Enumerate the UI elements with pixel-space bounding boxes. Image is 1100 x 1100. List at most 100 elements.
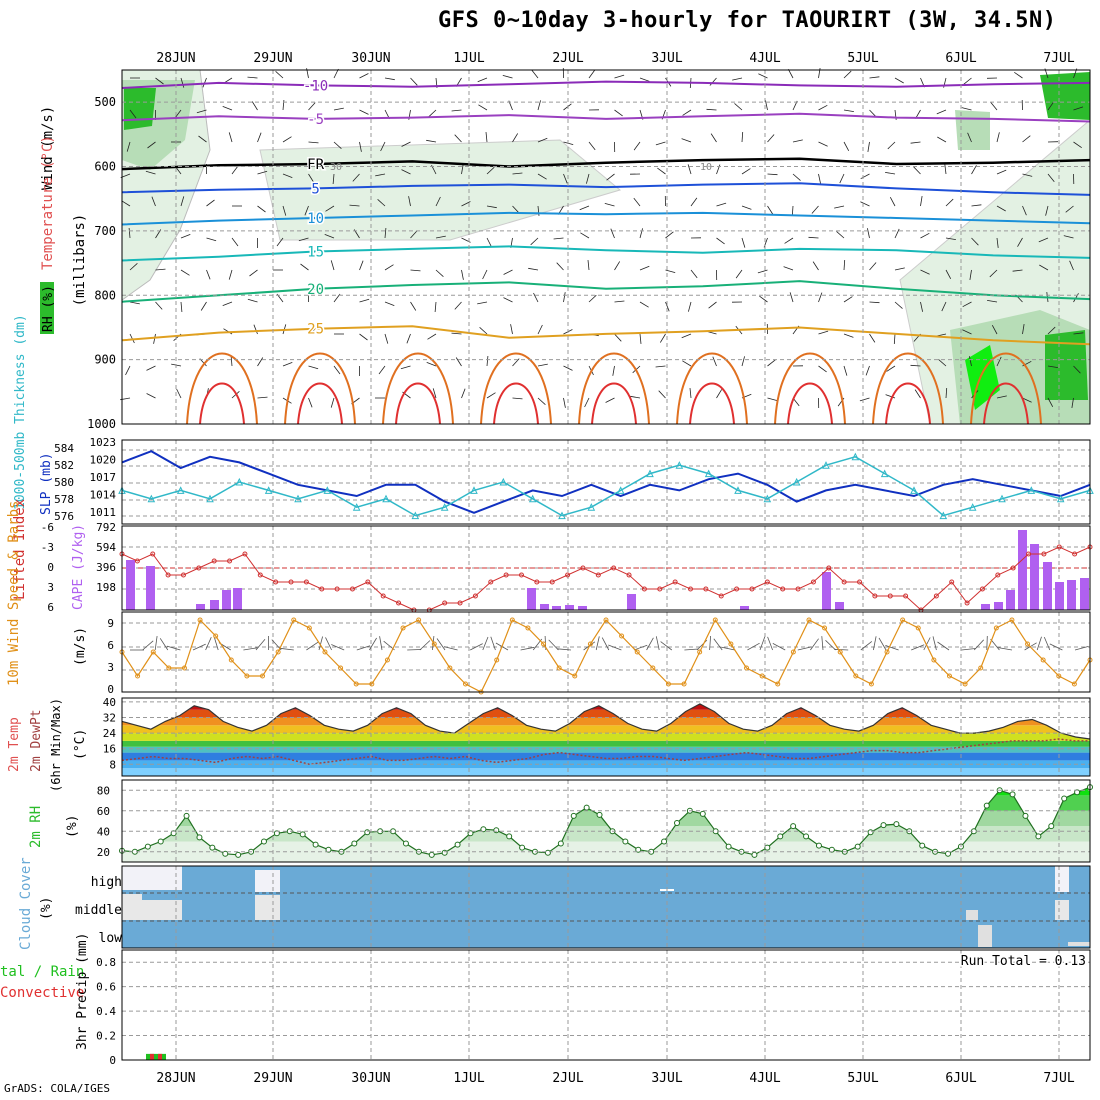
wind-barb <box>659 333 666 343</box>
thickness-marker <box>558 511 566 520</box>
wind-barb <box>808 236 819 239</box>
cloud-gap <box>1055 900 1069 920</box>
thickness-marker <box>323 486 332 494</box>
rh-axis-label: 2m RH <box>28 806 44 848</box>
wind-barb <box>434 301 437 313</box>
wind-barb <box>818 141 828 147</box>
wind-speed-marker <box>884 649 890 655</box>
lifted-index-marker <box>703 586 709 592</box>
thickness-marker <box>822 461 830 469</box>
wind-speed-marker <box>759 673 765 679</box>
wind-barb-10m <box>713 638 723 651</box>
wind-barb <box>1014 71 1023 79</box>
lifted-index-marker <box>595 572 601 578</box>
rh-color-bands <box>122 787 1090 862</box>
wind-barb <box>734 103 743 111</box>
wind-barb-10m <box>279 647 294 651</box>
wind-barb <box>843 365 848 376</box>
wind-barb <box>231 165 239 175</box>
wind-barb <box>129 263 138 271</box>
wind-barb <box>324 234 335 239</box>
rh-marker <box>622 838 629 845</box>
wind-barb <box>910 141 921 144</box>
wind-tick: 9 <box>107 617 114 630</box>
wind-tick: 6 <box>107 639 114 652</box>
wind-barb <box>155 268 166 271</box>
lifted-index-marker <box>273 579 279 585</box>
wind-barb <box>971 204 982 207</box>
lifted-index-marker <box>749 586 755 592</box>
wind-speed-marker <box>291 617 297 623</box>
wind-barb <box>486 355 489 367</box>
lifted-index-marker <box>319 586 325 592</box>
wind-barb <box>330 260 335 271</box>
pressure-tick: 800 <box>94 288 116 302</box>
precip-tick: 0.2 <box>96 1030 116 1043</box>
wind-barb <box>428 109 437 118</box>
bottom-date-label: 2JUL <box>552 1071 583 1086</box>
lifted-index-marker <box>1010 565 1016 571</box>
wind-barb <box>579 205 590 211</box>
lifted-index-marker <box>227 558 233 564</box>
wind-barb <box>537 137 548 143</box>
wind-barb <box>1022 135 1031 143</box>
wind-barb <box>378 365 386 375</box>
lifted-index-marker <box>672 579 678 585</box>
chart-title: GFS 0~10day 3-hourly for TAOURIRT (3W, 3… <box>438 8 1057 33</box>
wind-barb <box>359 109 369 115</box>
wind-speed-marker <box>322 649 328 655</box>
wind-barb <box>605 397 615 403</box>
hot-contour <box>885 382 931 425</box>
lifted-index-marker <box>933 593 939 599</box>
lifted-index-marker <box>949 579 955 585</box>
lifted-index-line <box>121 546 1091 611</box>
hot-contour <box>578 352 650 425</box>
wind-barb <box>657 167 666 175</box>
wind-barb <box>818 104 828 111</box>
wind-barb <box>359 260 364 271</box>
thickness-marker <box>206 494 214 503</box>
top-date-label: 6JUL <box>945 51 976 66</box>
wind-barb <box>961 107 972 111</box>
wind-barb <box>639 265 650 271</box>
wind-barb <box>865 365 870 376</box>
pressure-tick: 600 <box>94 160 116 174</box>
wind-speed-marker <box>1040 657 1046 663</box>
wind-barb-10m <box>655 636 660 651</box>
temp-band <box>122 768 1090 776</box>
pressure-axis-label: (millibars) <box>72 214 88 307</box>
cape-bar <box>578 606 587 610</box>
wind-barb <box>426 362 437 367</box>
cloud-gap <box>966 910 978 920</box>
thickness-marker <box>734 486 742 494</box>
wind-barb <box>257 396 268 399</box>
rh-marker <box>596 811 603 818</box>
cloud-axis-label: Cloud Cover <box>18 857 34 950</box>
wind-speed-marker <box>853 673 859 679</box>
wind-barb-10m <box>660 641 673 651</box>
wind-barb <box>384 333 389 344</box>
wind-barb <box>128 227 131 239</box>
hot-contour <box>199 382 245 425</box>
thickness-marker <box>968 503 977 511</box>
wind-barb-10m <box>213 636 219 651</box>
isotherm-line <box>121 182 1091 196</box>
slp-tick: 1020 <box>90 454 117 467</box>
wind-barb <box>206 237 217 242</box>
wind-barb-10m <box>379 636 383 651</box>
wind-barb <box>461 164 464 175</box>
lifted-index-axis-label: Lifted Index <box>12 499 28 600</box>
wind-barb <box>359 73 369 79</box>
wind-barb <box>1022 205 1027 216</box>
hot-contour <box>480 352 552 425</box>
wind-barb <box>257 132 262 143</box>
wind-barb-10m <box>419 640 431 651</box>
isotherm-line <box>121 112 1091 123</box>
wind-barb <box>537 363 548 367</box>
rh-marker <box>880 822 887 829</box>
hot-contour <box>297 382 343 425</box>
wind-barb-10m <box>973 639 984 651</box>
wind-barb <box>889 197 896 207</box>
wind-speed-marker <box>822 625 828 631</box>
precip-convective-label: Convective <box>0 985 84 1001</box>
